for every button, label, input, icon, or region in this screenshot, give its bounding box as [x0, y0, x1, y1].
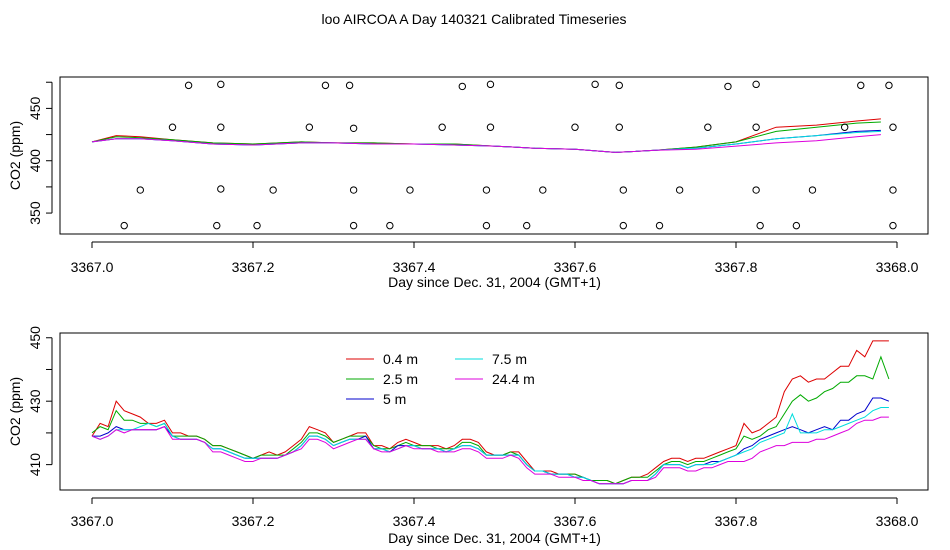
- legend-label: 5 m: [383, 391, 406, 407]
- calibration-point: [321, 81, 330, 90]
- calibration-point: [406, 186, 414, 194]
- calibration-point: [619, 186, 627, 194]
- calibration-point: [482, 186, 491, 194]
- y-tick-label: 450: [27, 97, 43, 121]
- calibration-point: [213, 221, 221, 230]
- calibration-point: [591, 80, 599, 89]
- calibration-point: [889, 186, 897, 194]
- calibrated-series-line: [91, 134, 881, 153]
- calibration-point: [752, 123, 760, 131]
- calibration-point: [345, 81, 354, 90]
- x-axis-label: Day since Dec. 31, 2004 (GMT+1): [388, 274, 601, 290]
- x-tick-label: 3368.0: [876, 513, 919, 529]
- data-area: [91, 80, 897, 230]
- legend: 0.4 m 2.5 m 5 m 7.5 m 24.4 m: [346, 351, 535, 407]
- calibration-point: [349, 221, 358, 230]
- calibration-point: [482, 221, 491, 230]
- calibration-point: [752, 80, 760, 89]
- x-tick-label: 3367.4: [393, 259, 436, 275]
- calibration-point: [523, 221, 531, 230]
- top-panel-calibration-points: 3367.0 3367.2 3367.4 3367.6 3367.8 3368.0 Day …: [7, 76, 929, 290]
- series-line-24-4-m: [91, 416, 889, 485]
- y-tick-label: 350: [27, 201, 43, 225]
- x-tick-label: 3367.2: [232, 513, 275, 529]
- y-tick-label: 410: [27, 453, 43, 477]
- calibration-point: [349, 124, 358, 132]
- calibration-point: [539, 186, 547, 194]
- x-tick-label: 3367.6: [554, 513, 597, 529]
- plot-frame: [59, 76, 929, 235]
- calibration-point: [655, 221, 664, 230]
- x-tick-label: 3368.0: [876, 259, 919, 275]
- calibration-point: [458, 82, 466, 91]
- calibration-point: [386, 221, 394, 230]
- x-axis-label: Day since Dec. 31, 2004 (GMT+1): [388, 530, 601, 546]
- calibration-point: [615, 123, 623, 131]
- legend-label: 24.4 m: [492, 371, 535, 387]
- calibration-point: [269, 186, 277, 194]
- x-tick-label: 3367.0: [71, 513, 114, 529]
- x-tick-label: 3367.4: [393, 513, 436, 529]
- calibration-point: [486, 123, 495, 131]
- y-tick-label: 430: [27, 389, 43, 413]
- bottom-panel-timeseries: 3367.0 3367.2 3367.4 3367.6 3367.8 3368.0 Day …: [7, 326, 929, 546]
- y-tick-label: 400: [27, 149, 43, 173]
- calibration-point: [438, 123, 446, 131]
- data-area: [91, 340, 890, 485]
- y-tick-label: 450: [27, 326, 43, 350]
- calibration-point: [615, 81, 623, 90]
- calibration-point: [808, 186, 817, 194]
- legend-label: 0.4 m: [383, 351, 418, 367]
- calibration-point: [704, 123, 712, 131]
- calibration-point: [840, 123, 849, 131]
- calibration-point: [305, 123, 314, 131]
- x-tick-label: 3367.2: [232, 259, 275, 275]
- x-tick-label: 3367.6: [554, 259, 597, 275]
- calibration-point: [486, 80, 495, 89]
- calibration-point: [136, 186, 145, 194]
- calibration-point: [349, 186, 358, 194]
- calibration-point: [168, 123, 177, 131]
- x-tick-label: 3367.8: [715, 513, 758, 529]
- calibration-point: [184, 81, 193, 90]
- calibration-point: [756, 221, 764, 230]
- calibration-point: [217, 185, 225, 193]
- calibration-point: [889, 221, 897, 230]
- calibration-point: [857, 81, 865, 90]
- y-axis-label: CO2 (ppm): [7, 121, 23, 190]
- legend-label: 7.5 m: [492, 351, 527, 367]
- calibration-point: [724, 82, 732, 91]
- legend-label: 2.5 m: [383, 371, 418, 387]
- calibration-point: [792, 221, 801, 230]
- calibration-point: [752, 186, 760, 194]
- series-line-7-5-m: [91, 407, 889, 485]
- figure-title: loo AIRCOA A Day 140321 Calibrated Times…: [321, 11, 626, 27]
- calibration-point: [571, 123, 579, 131]
- y-axis-label: CO2 (ppm): [7, 377, 23, 446]
- plot-frame: [59, 332, 929, 491]
- x-tick-label: 3367.0: [71, 259, 114, 275]
- calibration-point: [120, 221, 128, 230]
- calibration-point: [885, 81, 893, 90]
- calibration-point: [619, 221, 627, 230]
- calibration-point: [217, 123, 225, 131]
- x-tick-label: 3367.8: [715, 259, 758, 275]
- calibration-point: [253, 221, 261, 230]
- calibration-point: [675, 186, 684, 194]
- calibration-point: [889, 123, 897, 131]
- calibration-point: [217, 80, 225, 89]
